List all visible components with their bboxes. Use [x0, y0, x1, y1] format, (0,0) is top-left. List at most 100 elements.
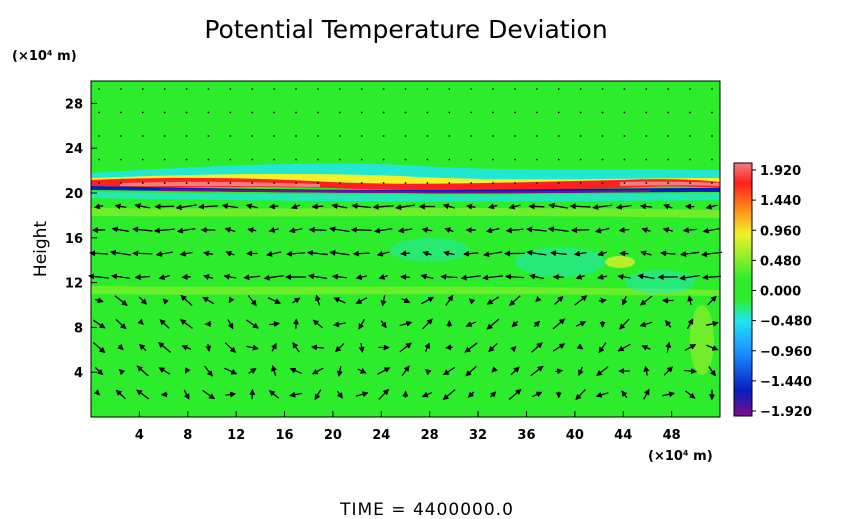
wind-vector-dot: [360, 135, 363, 137]
wind-vector-dot: [207, 88, 210, 90]
wind-vector-dot: [229, 88, 232, 90]
wind-vector: [355, 274, 367, 280]
wind-vector-dot: [229, 135, 232, 137]
wind-vector: [183, 389, 190, 400]
wind-vector: [397, 227, 413, 234]
x-tick-label: 12: [227, 428, 245, 443]
wind-vector: [205, 343, 212, 352]
wind-vector: [352, 250, 370, 257]
wind-vector-dot: [382, 135, 385, 137]
x-tick-label: 36: [517, 428, 535, 443]
wind-vector-dot: [514, 182, 516, 184]
wind-vector-dot: [98, 158, 100, 161]
wind-vector: [243, 274, 261, 281]
wind-vector-dot: [514, 111, 516, 114]
wind-vector: [597, 273, 608, 280]
wind-vector-dot: [119, 111, 122, 114]
heatmap-band-cyan-lower: [91, 192, 720, 202]
wind-vector-dot: [141, 182, 144, 184]
wind-vector: [702, 227, 721, 234]
colorbar-tick-label: 0.480: [760, 254, 801, 269]
wind-vector: [227, 319, 234, 330]
wind-vector-dot: [492, 88, 494, 90]
wind-vector: [549, 250, 567, 257]
wind-vector: [552, 343, 566, 352]
wind-vector-dot: [470, 111, 473, 114]
colorbar-tick-label: 1.440: [760, 194, 801, 209]
y-tick-label: 16: [65, 232, 83, 247]
wind-vector-dot: [382, 88, 385, 90]
wind-vector-dot: [645, 182, 648, 184]
wind-vector-dot: [535, 135, 538, 137]
wind-vector: [115, 318, 127, 330]
wind-vector-dot: [273, 111, 276, 114]
wind-vector: [637, 273, 655, 280]
wind-vector-dot: [360, 182, 363, 184]
wind-vector: [615, 203, 633, 210]
wind-vector: [595, 391, 609, 398]
wind-vector-dot: [251, 111, 254, 114]
wind-vector-dot: [360, 111, 363, 114]
wind-vector: [288, 227, 303, 234]
wind-vector-dot: [492, 182, 494, 184]
wind-vector-dot: [579, 158, 582, 161]
wind-vector: [575, 273, 585, 280]
wind-vector-dot: [448, 111, 451, 114]
wind-vector-dot: [426, 182, 429, 184]
wind-vector: [570, 227, 590, 234]
wind-vector: [662, 391, 676, 398]
wind-vector: [331, 203, 348, 210]
wind-vector-dot: [163, 182, 166, 184]
wind-vector: [569, 203, 591, 210]
wind-vector: [444, 227, 454, 234]
wind-vector: [639, 203, 652, 210]
wind-vector: [424, 368, 432, 376]
wind-vector: [400, 250, 410, 257]
wind-vector: [596, 366, 609, 377]
wind-vector-dot: [273, 182, 276, 184]
wind-vector-dot: [251, 88, 254, 90]
wind-vector: [486, 318, 500, 330]
colorbar-tick-label: −1.440: [760, 375, 812, 390]
wind-vector-dot: [404, 111, 407, 114]
wind-vector-dot: [601, 88, 604, 90]
wind-vector: [485, 227, 500, 234]
wind-vector-dot: [492, 111, 494, 114]
wind-vector: [88, 273, 110, 280]
wind-vector-dot: [579, 135, 582, 137]
wind-vector: [463, 250, 479, 257]
wind-vector: [399, 320, 413, 327]
y-tick-label: 20: [65, 187, 83, 202]
wind-vector-dot: [492, 158, 494, 161]
wind-vector-dot: [338, 158, 341, 161]
wind-vector-dot: [535, 88, 538, 90]
wind-vector: [684, 344, 697, 351]
wind-vector-dot: [623, 182, 626, 184]
wind-vector-dot: [535, 182, 538, 184]
y-tick-label: 4: [74, 366, 83, 381]
wind-vector: [203, 250, 213, 257]
wind-vector: [422, 318, 433, 330]
wind-vector: [202, 296, 215, 305]
colorbar-ticks: 1.920 1.440 0.960 0.480 0.000 −0.480 −0.960 −1.…: [752, 164, 812, 420]
wind-vector: [378, 388, 390, 400]
wind-vector-dot: [404, 135, 407, 137]
wind-vector: [665, 319, 672, 328]
wind-vector: [246, 319, 259, 329]
wind-vector-dot: [404, 158, 407, 161]
heatmap-features: [91, 163, 720, 375]
wind-vector: [268, 390, 280, 399]
wind-vector: [554, 295, 564, 305]
wind-vector: [526, 249, 547, 256]
wind-vector-dot: [470, 135, 473, 137]
wind-vector-dot: [711, 88, 713, 90]
wind-vector-dot: [689, 182, 692, 184]
wind-vector: [510, 366, 520, 376]
wind-vector: [421, 227, 433, 233]
wind-vector: [162, 298, 169, 305]
wind-vector: [467, 391, 475, 398]
wind-vector: [511, 320, 519, 328]
wind-vector-dot: [601, 158, 604, 161]
wind-vector: [619, 318, 630, 330]
wind-vector: [329, 226, 350, 233]
